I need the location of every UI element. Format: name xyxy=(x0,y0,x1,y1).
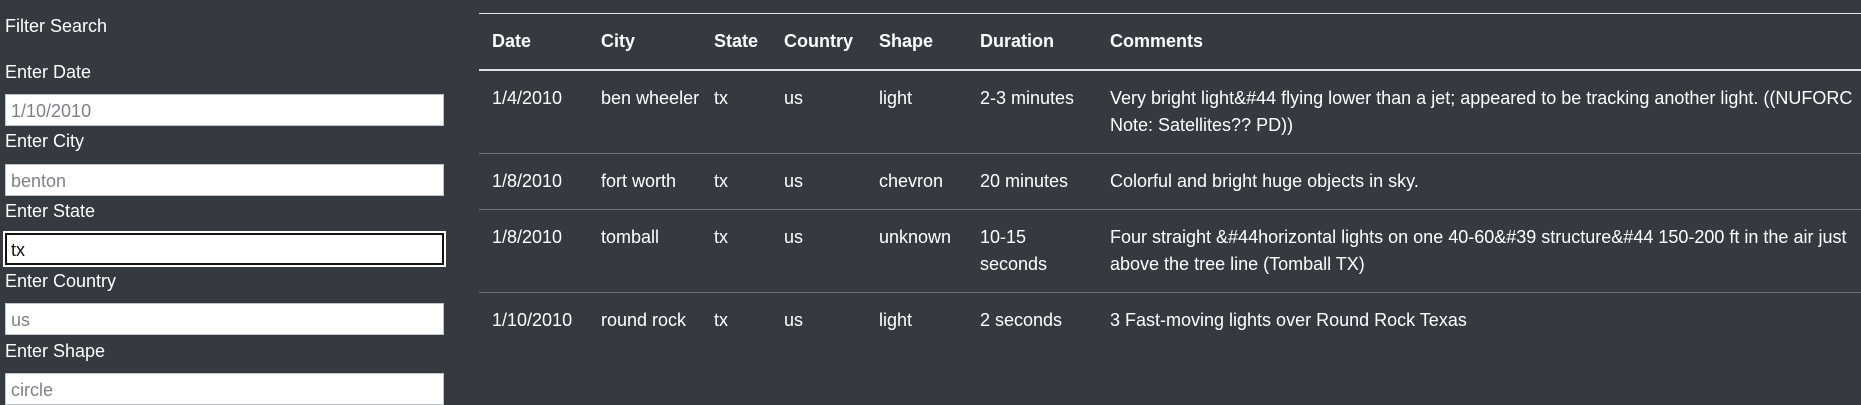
header-row: Date City State Country Shape Duration C… xyxy=(479,13,1861,70)
cell-shape: chevron xyxy=(879,171,944,191)
table-row: 1/8/2010 tomball tx us unknown 10-15 sec… xyxy=(479,210,1861,293)
table-row: 1/10/2010 round rock tx us light 2 secon… xyxy=(479,293,1861,349)
header-duration: Duration xyxy=(980,31,1054,51)
state-label: Enter State xyxy=(5,201,96,221)
city-input[interactable] xyxy=(5,164,444,196)
cell-country: us xyxy=(784,310,804,330)
cell-city: round rock xyxy=(601,310,687,330)
cell-duration: 2-3 minutes xyxy=(980,88,1075,108)
table-body: 1/4/2010 ben wheeler tx us light 2-3 min… xyxy=(479,70,1861,348)
ufo-table-container: Date City State Country Shape Duration C… xyxy=(479,13,1861,348)
cell-duration: 20 minutes xyxy=(980,171,1069,191)
cell-city: ben wheeler xyxy=(601,88,700,108)
cell-city: fort worth xyxy=(601,171,677,191)
shape-label: Enter Shape xyxy=(5,341,106,361)
table-row: 1/4/2010 ben wheeler tx us light 2-3 min… xyxy=(479,70,1861,154)
filter-search-title: Filter Search xyxy=(5,16,108,36)
cell-comments: 3 Fast-moving lights over Round Rock Tex… xyxy=(1110,310,1467,330)
cell-date: 1/4/2010 xyxy=(492,88,563,108)
header-state: State xyxy=(714,31,759,51)
cell-shape: light xyxy=(879,88,913,108)
cell-country: us xyxy=(784,171,804,191)
cell-state: tx xyxy=(714,310,729,330)
date-input[interactable] xyxy=(5,94,444,126)
cell-duration: 2 seconds xyxy=(980,310,1063,330)
city-label: Enter City xyxy=(5,131,85,151)
cell-state: tx xyxy=(714,171,729,191)
table-row: 1/8/2010 fort worth tx us chevron 20 min… xyxy=(479,154,1861,210)
country-input[interactable] xyxy=(5,303,444,335)
ufo-sightings-table: Date City State Country Shape Duration C… xyxy=(479,13,1861,348)
cell-date: 1/10/2010 xyxy=(492,310,573,330)
cell-comments: Very bright light&#44 flying lower than … xyxy=(1110,88,1853,135)
cell-duration: 10-15 seconds xyxy=(980,227,1048,274)
header-shape: Shape xyxy=(879,31,934,51)
header-country: Country xyxy=(784,31,853,51)
cell-comments: Colorful and bright huge objects in sky. xyxy=(1110,171,1419,191)
header-date: Date xyxy=(492,31,532,51)
shape-input[interactable] xyxy=(5,373,444,405)
cell-city: tomball xyxy=(601,227,660,247)
header-city: City xyxy=(601,31,636,51)
filter-sidebar: Filter Search Enter Date Enter City Ente… xyxy=(0,0,450,405)
state-input[interactable] xyxy=(5,233,444,265)
date-label: Enter Date xyxy=(5,62,92,82)
cell-shape: light xyxy=(879,310,913,330)
cell-state: tx xyxy=(714,88,729,108)
cell-country: us xyxy=(784,88,804,108)
country-label: Enter Country xyxy=(5,271,117,291)
cell-comments: Four straight &#44horizontal lights on o… xyxy=(1110,227,1847,274)
cell-date: 1/8/2010 xyxy=(492,171,563,191)
table-header: Date City State Country Shape Duration C… xyxy=(479,13,1861,70)
cell-shape: unknown xyxy=(879,227,952,247)
header-comments: Comments xyxy=(1110,31,1204,51)
cell-date: 1/8/2010 xyxy=(492,227,563,247)
cell-state: tx xyxy=(714,227,729,247)
cell-country: us xyxy=(784,227,804,247)
